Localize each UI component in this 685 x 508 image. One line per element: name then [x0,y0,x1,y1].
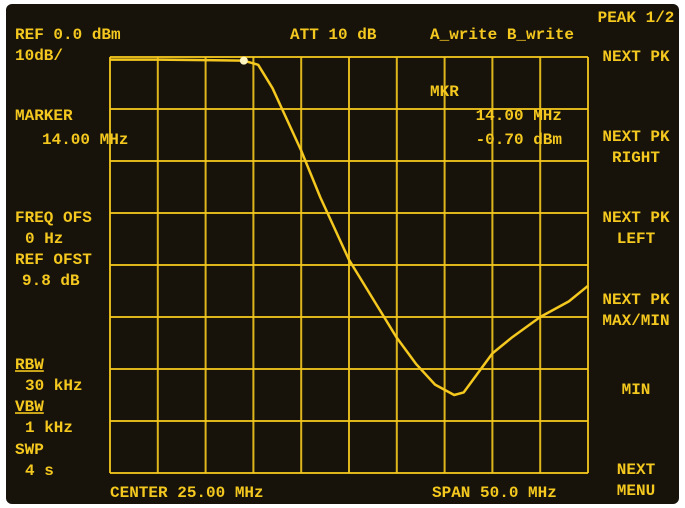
rbw-label: RBW [15,356,44,374]
freq-ofs-label: FREQ OFS [15,209,92,227]
softkey-label: RIGHT [612,149,660,167]
softkey-label: LEFT [617,230,656,248]
vbw-label: VBW [15,398,44,416]
ref-level: REF 0.0 dBm [15,26,121,44]
ref-ofst-label: REF OFST [15,251,92,269]
swp: 4 s [25,462,54,480]
rbw: 30 kHz [25,377,83,395]
screen-background [6,4,679,504]
span: SPAN 50.0 MHz [432,484,557,502]
trace [110,58,589,397]
vbw: 1 kHz [25,419,73,437]
softkey-label: MAX/MIN [602,312,669,330]
attenuation: ATT 10 dB [290,26,377,44]
marker-dot [239,56,248,65]
ref-ofst: 9.8 dB [22,272,80,290]
softkey-label: NEXT PK [602,291,670,309]
trace-mode: A_write B_write [430,26,574,44]
mkr-level: -0.70 dBm [476,131,563,149]
softkey-label: MENU [617,482,655,500]
softkey-label: NEXT PK [602,128,670,146]
freq-ofs: 0 Hz [25,230,63,248]
softkey-label: NEXT [617,461,656,479]
scale: 10dB/ [15,47,63,65]
softkey-label: NEXT PK [602,48,670,66]
center-freq: CENTER 25.00 MHz [110,484,264,502]
softkey-label: PEAK 1/2 [598,9,675,27]
marker-label: MARKER [15,107,73,125]
softkey-label: NEXT PK [602,209,670,227]
marker-freq: 14.00 MHz [42,131,128,149]
swp-label: SWP [15,441,44,459]
softkey-label: MIN [622,381,651,399]
